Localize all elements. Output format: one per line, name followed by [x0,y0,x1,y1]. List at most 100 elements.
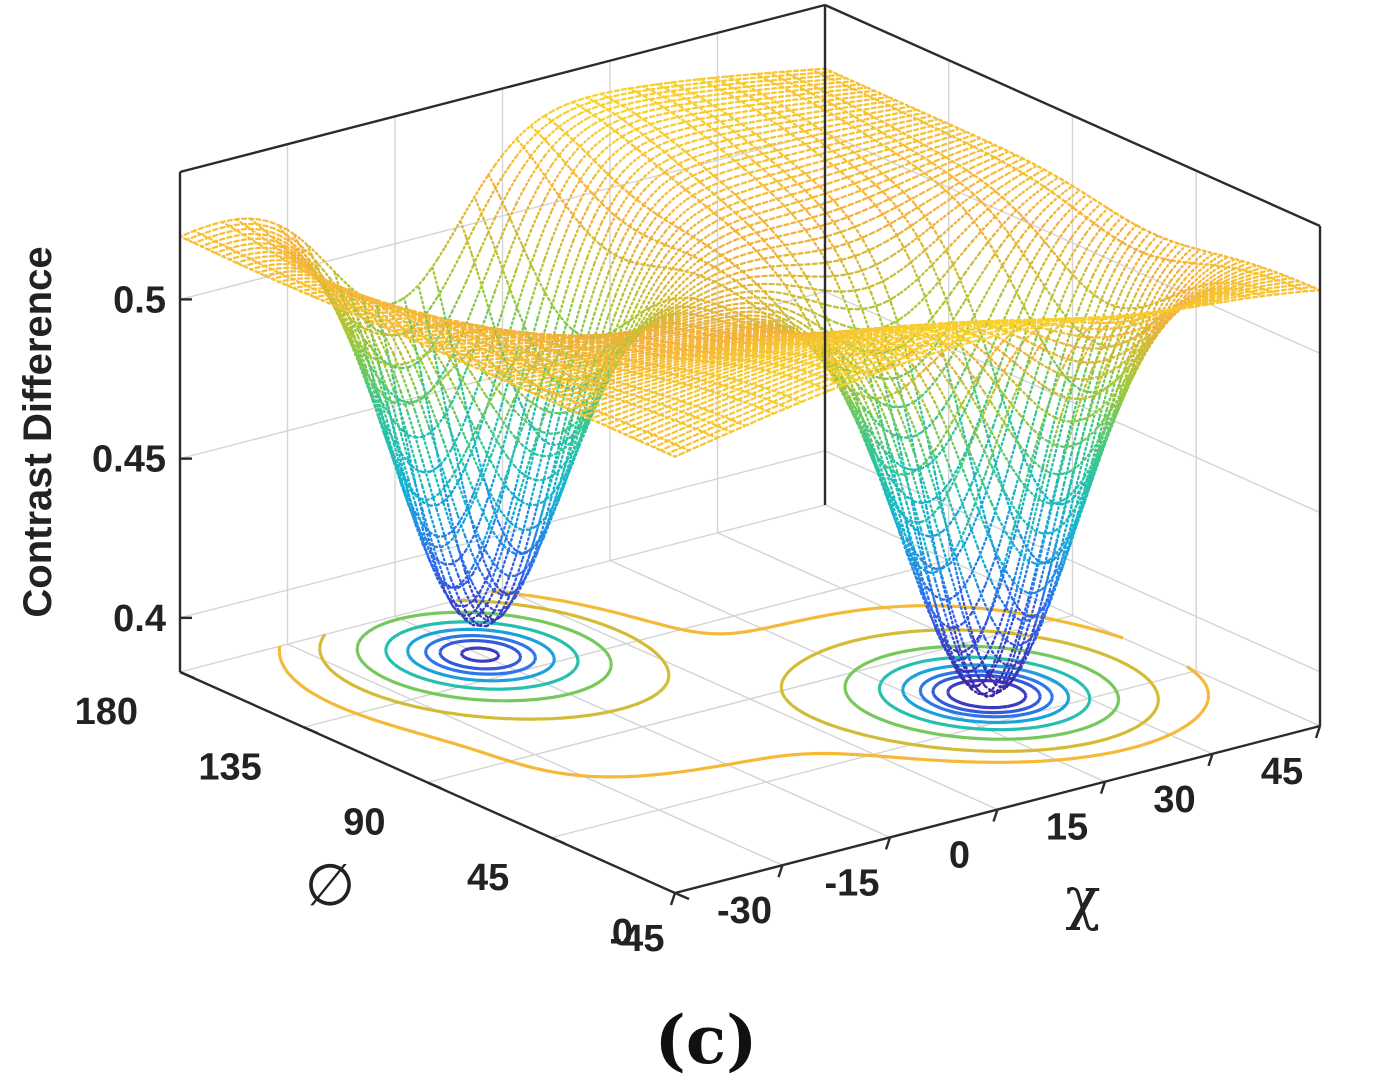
surface-segment [550,385,560,417]
surface-segment [851,99,862,103]
surface-segment [848,244,856,258]
surface-segment [742,233,753,238]
surface-segment [922,552,930,579]
surface-segment [906,257,917,266]
surface-segment [886,167,896,173]
surface-segment [640,132,649,140]
surface-segment [693,153,704,159]
surface-segment [576,143,585,151]
surface-segment [756,301,766,305]
surface-segment [687,82,698,86]
surface-segment [686,132,697,137]
surface-segment [501,217,511,236]
surface-segment [478,595,488,607]
surface-segment [622,114,633,120]
surface-segment [557,230,568,252]
surface-segment [622,176,632,188]
surface-segment [744,109,754,113]
surface-segment [228,239,239,244]
surface-segment [928,174,939,181]
surface-segment [801,87,812,91]
surface-segment [914,251,924,260]
surface-segment [745,73,755,76]
surface-segment [807,205,817,210]
surface-segment [937,498,946,509]
surface-segment [858,94,869,98]
surface-segment [514,583,524,599]
surface-segment [571,100,580,107]
surface-segment [865,106,876,111]
surface-segment [843,183,853,189]
surface-segment [814,193,825,198]
surface-segment [1028,181,1039,189]
surface-segment [672,152,682,159]
surface-segment [908,134,918,139]
surface-segment [735,265,744,273]
surface-segment [921,178,932,184]
surface-segment [894,106,904,111]
surface-segment [428,400,438,423]
surface-segment [693,157,701,165]
surface-segment [529,124,538,133]
surface-segment [730,105,740,110]
surface-segment [670,284,681,295]
surface-segment [758,137,768,142]
surface-segment [472,425,482,449]
surface-segment [973,221,982,232]
surface-segment [570,211,579,222]
surface-segment [1006,274,1015,288]
surface-segment [557,259,568,284]
surface-segment [1035,549,1043,576]
surface-segment [433,333,444,336]
surface-segment [935,190,946,197]
surface-segment [691,298,702,305]
surface-segment [942,225,953,235]
surface-segment [685,263,695,273]
surface-segment [997,369,1006,382]
surface-segment [829,112,840,116]
surface-segment [449,429,459,452]
surface-segment [1026,258,1035,270]
surface-segment [1039,336,1048,346]
surface-segment [271,231,282,237]
surface-segment [743,196,753,202]
surface-segment [527,449,538,456]
surface-segment [887,112,897,117]
surface-segment [691,311,702,316]
surface-segment [720,293,731,299]
surface-segment [350,319,361,333]
surface-segment [472,286,482,308]
surface-segment [399,452,410,480]
surface-segment [880,104,890,108]
surface-segment [697,199,706,207]
surface-segment [263,259,274,263]
surface-segment [850,156,861,162]
surface-segment [893,137,904,143]
surface-segment [737,81,748,85]
surface-segment [520,393,531,402]
surface-segment [735,253,745,259]
surface-segment [766,75,776,78]
surface-segment [692,293,702,300]
surface-segment [807,237,817,242]
surface-segment [872,125,883,130]
surface-segment [857,187,867,193]
surface-segment [765,111,776,116]
surface-segment [471,558,482,575]
surface-segment [807,195,817,200]
surface-segment [787,103,797,107]
surface-segment [399,390,410,415]
surface-segment [722,145,732,150]
surface-segment [779,154,789,159]
surface-segment [915,121,925,126]
surface-segment [794,102,804,106]
surface-segment [636,124,647,130]
surface-segment [278,255,288,259]
surface-segment [757,175,768,180]
surface-segment [685,254,695,264]
surface-segment [307,245,318,255]
surface-segment [865,116,876,121]
surface-segment [494,153,504,166]
surface-segment [714,226,724,233]
contour-line [355,610,1121,741]
